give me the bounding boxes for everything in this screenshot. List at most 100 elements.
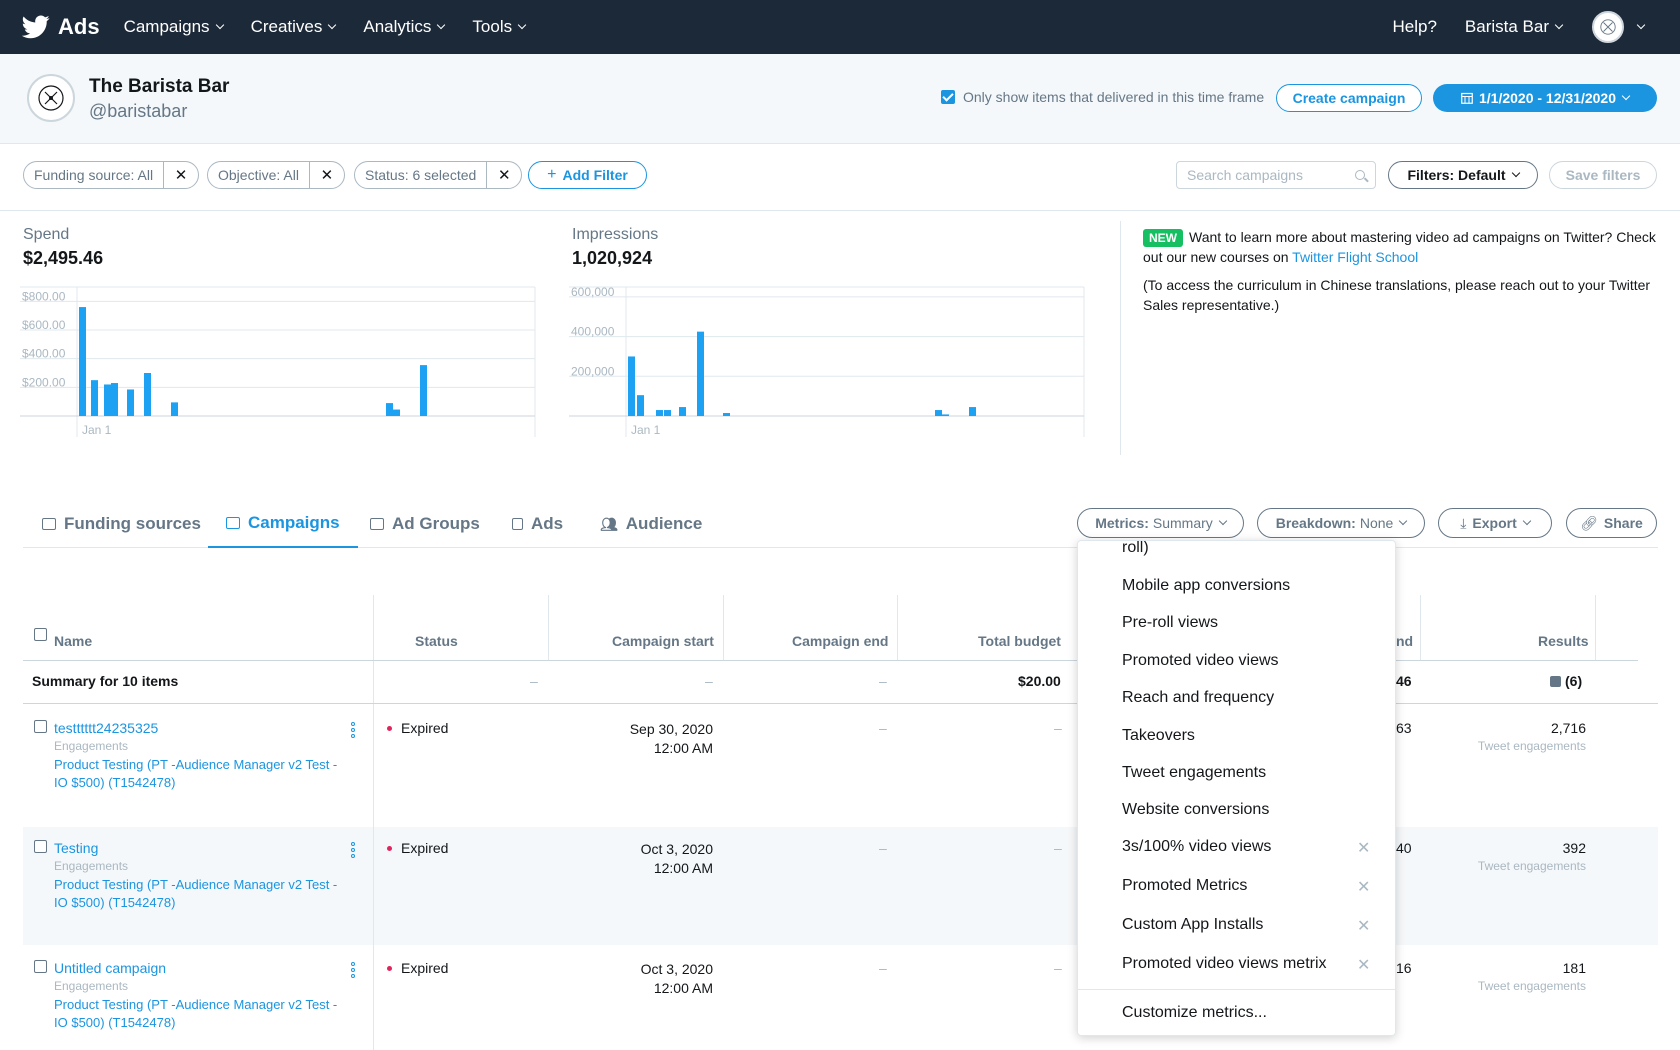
col-header-results[interactable]: Results xyxy=(1538,633,1589,649)
custom-metrics-option[interactable]: Custom App Installs xyxy=(1122,916,1264,933)
metrics-dropdown-button[interactable]: Metrics: Summary xyxy=(1077,508,1244,538)
chart-bar xyxy=(144,373,151,416)
help-link[interactable]: Help? xyxy=(1392,17,1437,36)
tab-audience[interactable]: 👥︎ Audience xyxy=(600,500,702,548)
add-filter-button[interactable]: + Add Filter xyxy=(528,161,647,189)
summary-label: Summary for 10 items xyxy=(32,673,179,689)
flight-school-link[interactable]: Twitter Flight School xyxy=(1292,249,1419,265)
x-tick-label: Jan 1 xyxy=(82,423,112,437)
col-header-total-budget[interactable]: Total budget xyxy=(978,633,1061,649)
col-header-campaign-end[interactable]: Campaign end xyxy=(792,633,889,649)
export-button[interactable]: ⤓ Export xyxy=(1438,508,1552,538)
date-range-picker[interactable]: 1/1/2020 - 12/31/2020 xyxy=(1433,84,1657,112)
row-checkbox[interactable] xyxy=(34,840,47,853)
metrics-option-partial[interactable]: roll) xyxy=(1122,540,1149,556)
nav-analytics[interactable]: Analytics xyxy=(363,17,446,37)
brand[interactable]: Ads xyxy=(22,14,100,40)
filter-funding-source[interactable]: Funding source: All ✕ xyxy=(23,161,200,189)
col-header-status[interactable]: Status xyxy=(415,633,458,649)
account-switcher[interactable]: Barista Bar xyxy=(1464,17,1564,37)
y-tick-label: $800.00 xyxy=(22,289,66,303)
metrics-option[interactable]: Pre-roll views xyxy=(1122,614,1219,631)
row-checkbox[interactable] xyxy=(34,720,47,733)
funding-source-link[interactable]: Product Testing (PT -Audience Manager v2… xyxy=(54,757,338,790)
row-checkbox[interactable] xyxy=(34,960,47,973)
save-filters-button[interactable]: Save filters xyxy=(1549,161,1657,189)
col-header-spend[interactable]: nd xyxy=(1396,633,1414,649)
user-avatar[interactable] xyxy=(1592,11,1624,43)
metrics-option[interactable]: Mobile app conversions xyxy=(1122,577,1291,594)
close-icon[interactable]: ✕ xyxy=(1357,957,1371,974)
campaign-objective: Engagements xyxy=(54,739,129,753)
export-label: Export xyxy=(1472,515,1517,531)
close-icon[interactable]: ✕ xyxy=(320,167,334,184)
close-icon[interactable]: ✕ xyxy=(498,167,511,184)
chart-bar xyxy=(104,384,111,416)
funding-source-link[interactable]: Product Testing (PT -Audience Manager v2… xyxy=(54,997,338,1030)
metrics-option[interactable]: Takeovers xyxy=(1122,727,1195,744)
close-icon[interactable]: ✕ xyxy=(1357,879,1371,896)
metrics-option[interactable]: Website conversions xyxy=(1122,801,1270,818)
close-icon[interactable]: ✕ xyxy=(1357,840,1371,857)
metrics-option[interactable]: Reach and frequency xyxy=(1122,689,1275,706)
metrics-option[interactable]: Tweet engagements xyxy=(1122,764,1267,781)
column-divider xyxy=(373,595,374,1050)
campaign-name-link[interactable]: Testing xyxy=(54,840,99,856)
close-icon[interactable]: ✕ xyxy=(1357,918,1371,935)
create-campaign-button[interactable]: Create campaign xyxy=(1276,84,1422,112)
delivered-only-toggle[interactable]: Only show items that delivered in this t… xyxy=(941,89,1264,105)
y-tick-label: $200.00 xyxy=(22,375,66,389)
col-header-campaign-start[interactable]: Campaign start xyxy=(612,633,714,649)
account-switcher-label: Barista Bar xyxy=(1464,17,1549,36)
chevron-down-icon xyxy=(1218,516,1228,526)
ad-icon xyxy=(512,518,523,530)
campaign-name-link[interactable]: Untitled campaign xyxy=(54,960,167,976)
breakdown-dropdown-button[interactable]: Breakdown: None xyxy=(1257,508,1425,538)
column-divider xyxy=(1420,595,1421,661)
nav-menu: Campaigns Creatives Analytics Tools xyxy=(124,17,554,37)
chevron-down-icon xyxy=(1511,168,1520,178)
share-button[interactable]: 🔗︎ Share xyxy=(1566,508,1657,538)
search-input[interactable]: Search campaigns xyxy=(1176,161,1376,189)
custom-metrics-option[interactable]: 3s/100% video views xyxy=(1122,838,1272,855)
wallet-icon xyxy=(42,518,56,530)
tab-ads[interactable]: Ads xyxy=(512,500,563,548)
tab-campaigns[interactable]: Campaigns xyxy=(208,500,358,548)
chart-bar xyxy=(942,414,949,416)
filter-objective[interactable]: Objective: All ✕ xyxy=(207,161,345,189)
filters-default-dropdown[interactable]: Filters: Default xyxy=(1388,161,1538,189)
more-options-icon[interactable] xyxy=(351,962,355,978)
chart-bar xyxy=(127,389,134,416)
y-tick-label: $600.00 xyxy=(22,318,66,332)
more-options-icon[interactable] xyxy=(351,722,355,738)
checkbox-checked[interactable] xyxy=(941,90,955,104)
status-label: Expired xyxy=(401,960,449,976)
select-all-checkbox[interactable] xyxy=(34,628,47,641)
funding-source-link[interactable]: Product Testing (PT -Audience Manager v2… xyxy=(54,877,338,910)
chart-bar xyxy=(386,403,393,416)
y-tick-label: 400,000 xyxy=(571,325,615,339)
nav-campaigns[interactable]: Campaigns xyxy=(124,17,224,37)
tab-label: Audience xyxy=(625,514,703,533)
filter-status[interactable]: Status: 6 selected ✕ xyxy=(354,161,523,189)
col-header-name[interactable]: Name xyxy=(54,633,93,649)
tab-ad-groups[interactable]: Ad Groups xyxy=(370,500,480,548)
campaign-end-cell: – xyxy=(879,960,887,976)
customize-metrics-link[interactable]: Customize metrics... xyxy=(1122,1004,1267,1021)
status-cell: Expired xyxy=(387,720,448,736)
more-options-icon[interactable] xyxy=(351,842,355,858)
nav-tools[interactable]: Tools xyxy=(472,17,527,37)
custom-metrics-option[interactable]: Promoted video views metrix xyxy=(1122,955,1327,972)
chevron-down-icon[interactable] xyxy=(1636,20,1646,30)
x-tick-label: Jan 1 xyxy=(631,423,661,437)
tab-funding-sources[interactable]: Funding sources xyxy=(42,500,201,548)
metrics-option[interactable]: Promoted video views xyxy=(1122,652,1279,669)
close-icon[interactable]: ✕ xyxy=(174,167,188,184)
campaign-name-link[interactable]: testttttt24235325 xyxy=(54,720,159,736)
nav-creatives[interactable]: Creatives xyxy=(251,17,337,37)
chevron-down-icon xyxy=(1399,516,1408,526)
summary-divider xyxy=(23,703,1658,704)
add-filter-label: Add Filter xyxy=(562,167,628,183)
download-icon: ⤓ xyxy=(1460,514,1467,531)
custom-metrics-option[interactable]: Promoted Metrics xyxy=(1122,877,1248,894)
